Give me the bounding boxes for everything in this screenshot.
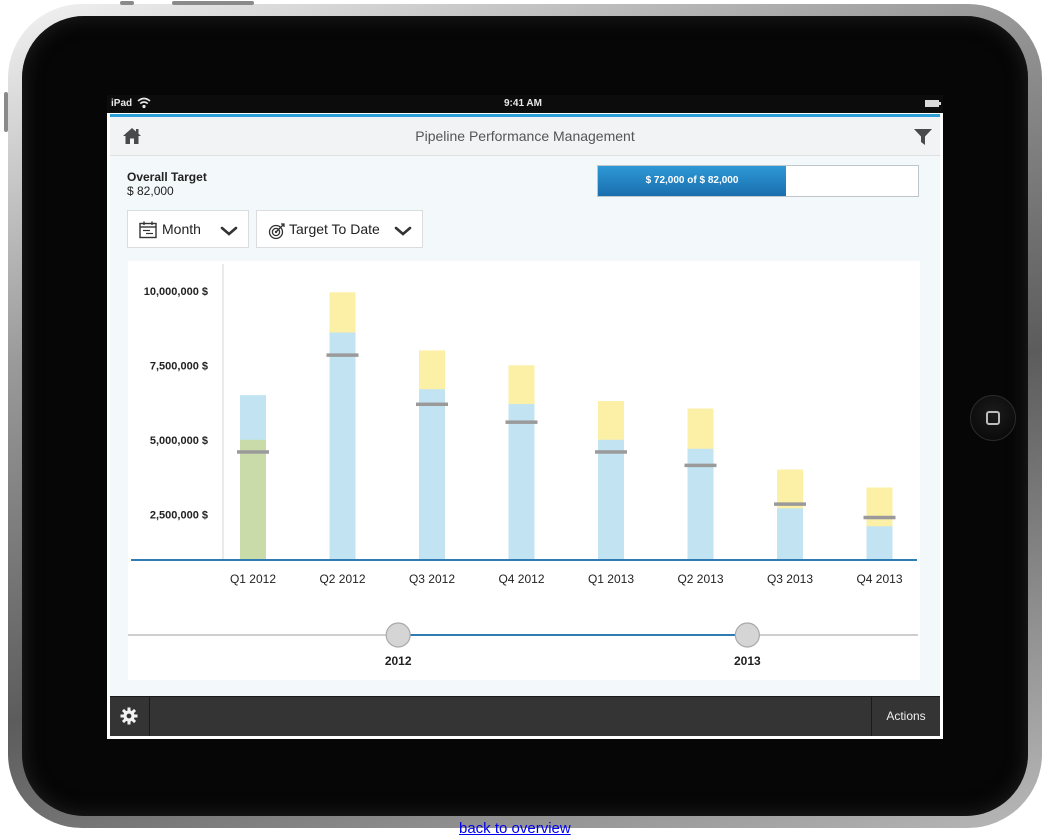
- status-time: 9:41 AM: [504, 98, 542, 109]
- x-tick-label: Q1 2013: [588, 572, 634, 586]
- settings-button[interactable]: [110, 697, 150, 736]
- chart-bar: [329, 332, 356, 559]
- timeline-label: 2012: [385, 654, 412, 668]
- x-tick-label: Q2 2013: [677, 572, 723, 586]
- x-tick-label: Q4 2013: [856, 572, 902, 586]
- chevron-down-icon: [394, 226, 412, 236]
- target-progress-bar: $ 72,000 of $ 82,000: [597, 165, 919, 197]
- x-tick-label: Q1 2012: [230, 572, 276, 586]
- target-marker: [684, 463, 717, 468]
- sleep-button: [120, 1, 134, 5]
- volume-button: [4, 92, 8, 132]
- main-content: Overall Target $ 82,000 $ 72,000 of $ 82…: [110, 156, 940, 696]
- footer-toolbar: Actions: [110, 696, 940, 736]
- actions-button[interactable]: Actions: [871, 697, 940, 736]
- period-selector-label: Month: [162, 221, 201, 237]
- metric-selector[interactable]: Target To Date: [256, 210, 423, 248]
- calendar-icon: [139, 221, 157, 239]
- battery-icon: [925, 100, 941, 107]
- x-tick-label: Q4 2012: [498, 572, 544, 586]
- target-progress-fill: $ 72,000 of $ 82,000: [598, 166, 786, 196]
- top-button: [172, 1, 254, 5]
- status-bar: iPad 9:41 AM: [107, 95, 943, 113]
- target-marker: [326, 353, 359, 357]
- chart-bar: [598, 439, 624, 559]
- target-marker: [237, 450, 269, 454]
- gear-icon: [120, 707, 138, 725]
- x-tick-label: Q2 2012: [319, 572, 365, 586]
- chart-bar: [419, 389, 445, 559]
- overall-target-value: $ 82,000: [127, 184, 174, 198]
- back-to-overview-link[interactable]: back to overview: [459, 820, 571, 837]
- x-tick-label: Q3 2012: [409, 572, 455, 586]
- target-progress-text: $ 72,000 of $ 82,000: [645, 175, 739, 186]
- status-carrier: iPad: [111, 98, 133, 109]
- y-tick-label: 5,000,000 $: [150, 435, 208, 447]
- period-selector[interactable]: Month: [127, 210, 249, 248]
- header-accent-line: [110, 114, 940, 117]
- home-hardware-button[interactable]: [970, 395, 1016, 441]
- ipad-screen: iPad 9:41 AM Pipeline Performance Manage…: [107, 95, 943, 739]
- y-tick-label: 2,500,000 $: [150, 509, 208, 521]
- chart-bar: [508, 404, 535, 559]
- target-marker: [595, 450, 627, 454]
- pipeline-bar-chart: 10,000,000 $ 7,500,000 $ 5,000,000 $ 2,500,…: [128, 264, 918, 668]
- chevron-down-icon: [220, 226, 238, 236]
- chart-bar: [777, 508, 803, 559]
- x-tick-label: Q3 2013: [767, 572, 813, 586]
- app-header: Pipeline Performance Management: [110, 117, 940, 156]
- timeline-handle[interactable]: [385, 622, 411, 648]
- page-title: Pipeline Performance Management: [415, 128, 635, 144]
- chart-bar: [240, 439, 266, 559]
- timeline-handle[interactable]: [734, 622, 760, 648]
- target-marker: [505, 420, 538, 424]
- overall-target-label: Overall Target: [127, 170, 207, 184]
- y-tick-label: 7,500,000 $: [150, 360, 208, 372]
- wifi-icon: [137, 97, 151, 109]
- target-marker: [416, 402, 448, 407]
- home-icon[interactable]: [122, 126, 142, 146]
- chart-bar: [866, 526, 893, 559]
- target-icon: [268, 223, 285, 240]
- pipeline-chart-panel: 10,000,000 $ 7,500,000 $ 5,000,000 $ 2,500,…: [128, 261, 920, 680]
- home-button-square-icon: [986, 411, 1000, 425]
- target-marker: [774, 502, 806, 506]
- y-tick-label: 10,000,000 $: [144, 286, 208, 298]
- metric-selector-label: Target To Date: [289, 221, 380, 237]
- timeline-label: 2013: [734, 654, 761, 668]
- target-marker: [863, 515, 896, 520]
- filter-icon[interactable]: [914, 129, 932, 145]
